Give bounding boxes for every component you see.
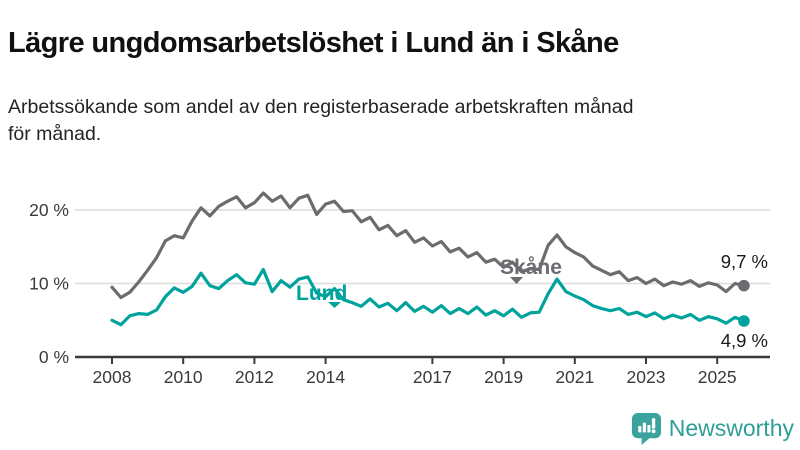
x-tick-label: 2017 <box>413 367 452 387</box>
x-tick-label: 2021 <box>555 367 594 387</box>
subtitle-line-1: Arbetssökande som andel av den registerb… <box>8 95 634 118</box>
page-title: Lägre ungdomsarbetslöshet i Lund än i Sk… <box>8 27 619 60</box>
x-tick-label: 2025 <box>698 367 737 387</box>
series-line-lund <box>110 267 746 327</box>
series-line-skane <box>110 191 746 300</box>
subtitle-line-2: för månad. <box>8 123 102 146</box>
y-tick-label: 20 % <box>29 200 69 220</box>
lund-end-value-label: 4,9 % <box>721 330 768 351</box>
skane-end-value-label: 9,7 % <box>721 251 768 272</box>
x-tick-label: 2019 <box>484 367 523 387</box>
newsworthy-logo-icon <box>631 413 661 445</box>
newsworthy-brand-link[interactable]: Newsworthy <box>631 412 794 445</box>
x-tick-label: 2012 <box>235 367 274 387</box>
lund-series-label: Lund <box>296 282 347 305</box>
lund-label-arrow-icon <box>328 302 341 308</box>
x-tick-label: 2023 <box>627 367 666 387</box>
brand-name: Newsworthy <box>668 415 794 441</box>
skane-end-dot <box>738 279 750 292</box>
skane-series-label: Skåne <box>500 256 562 279</box>
lund-end-dot <box>738 315 750 327</box>
y-tick-label: 10 % <box>29 274 69 294</box>
x-tick-label: 2008 <box>93 367 132 387</box>
y-tick-label: 0 % <box>39 347 69 367</box>
x-tick-label: 2014 <box>306 367 345 387</box>
skane-label-arrow-icon <box>510 277 523 284</box>
x-tick-label: 2010 <box>164 367 203 387</box>
chart-subtitle: Arbetssökande som andel av den registerb… <box>8 94 792 149</box>
